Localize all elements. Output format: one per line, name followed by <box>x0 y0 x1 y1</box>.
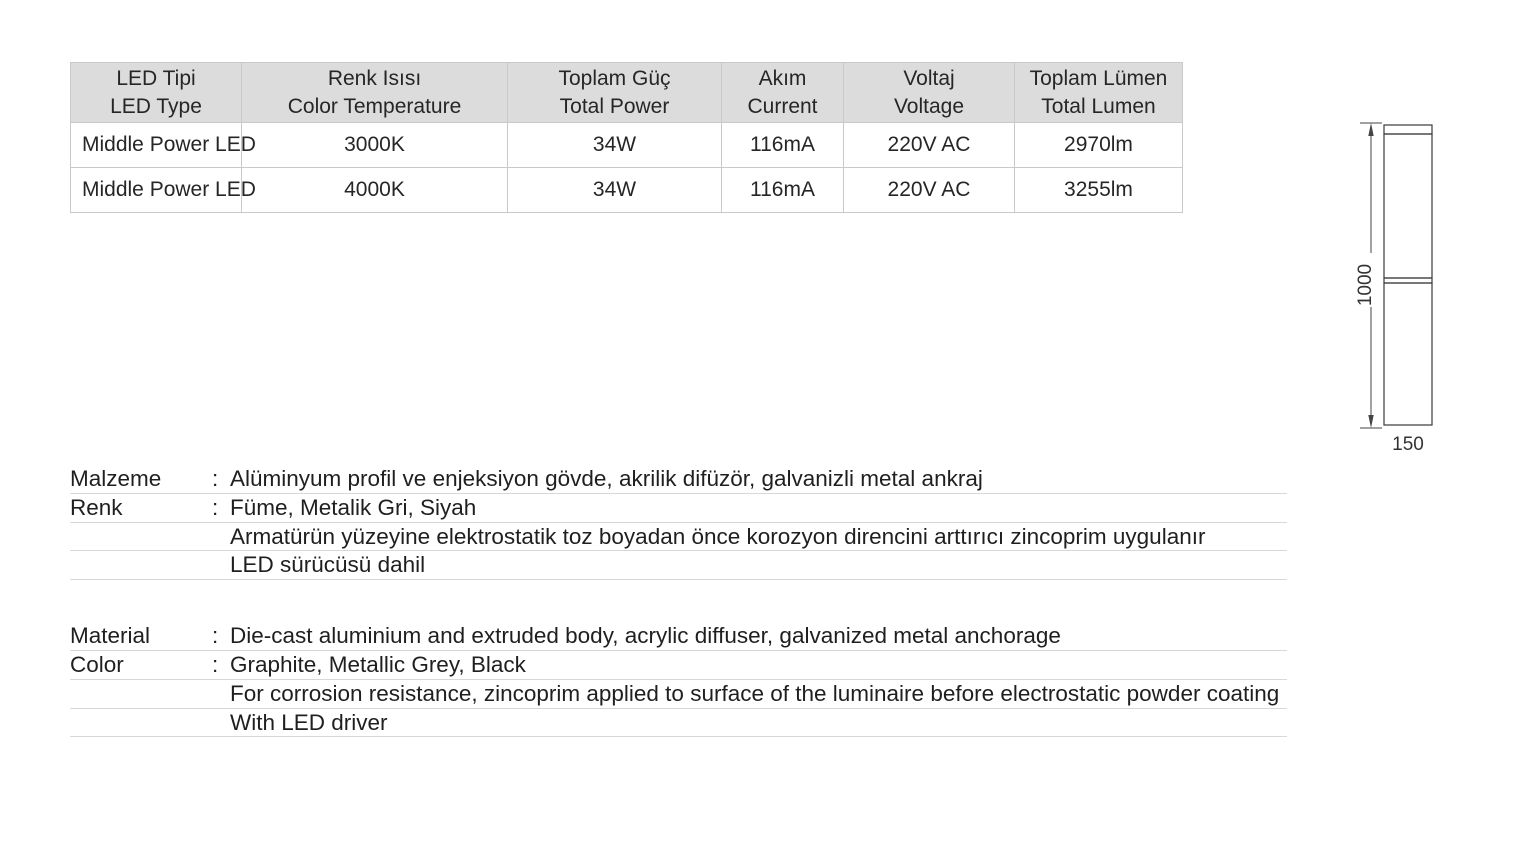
svg-text:1000: 1000 <box>1355 264 1376 306</box>
svg-text:150: 150 <box>1392 434 1424 455</box>
